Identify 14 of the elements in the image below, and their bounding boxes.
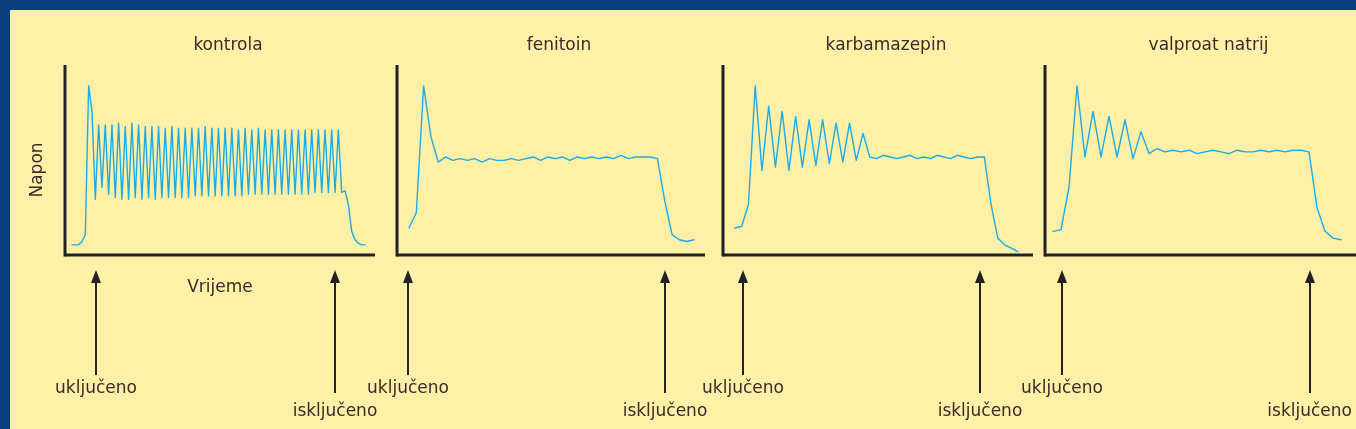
chart-title: karbamazepin [825,34,947,54]
x-axis-title: Vrijeme [187,276,253,296]
text: uključeno [702,377,784,397]
chart-title: valproat natrij [1148,34,1269,54]
text: isključeno [1267,400,1352,420]
y-axis-title: Napon [26,142,46,198]
text: uključeno [55,377,137,397]
text: isključeno [622,400,708,420]
text: uključeno [367,377,449,397]
chart-title: fenitoin [526,34,592,54]
text: uključeno [1021,377,1103,397]
text: isključeno [937,400,1023,420]
text: isključeno [292,400,378,420]
chart-title: kontrola [193,34,263,54]
